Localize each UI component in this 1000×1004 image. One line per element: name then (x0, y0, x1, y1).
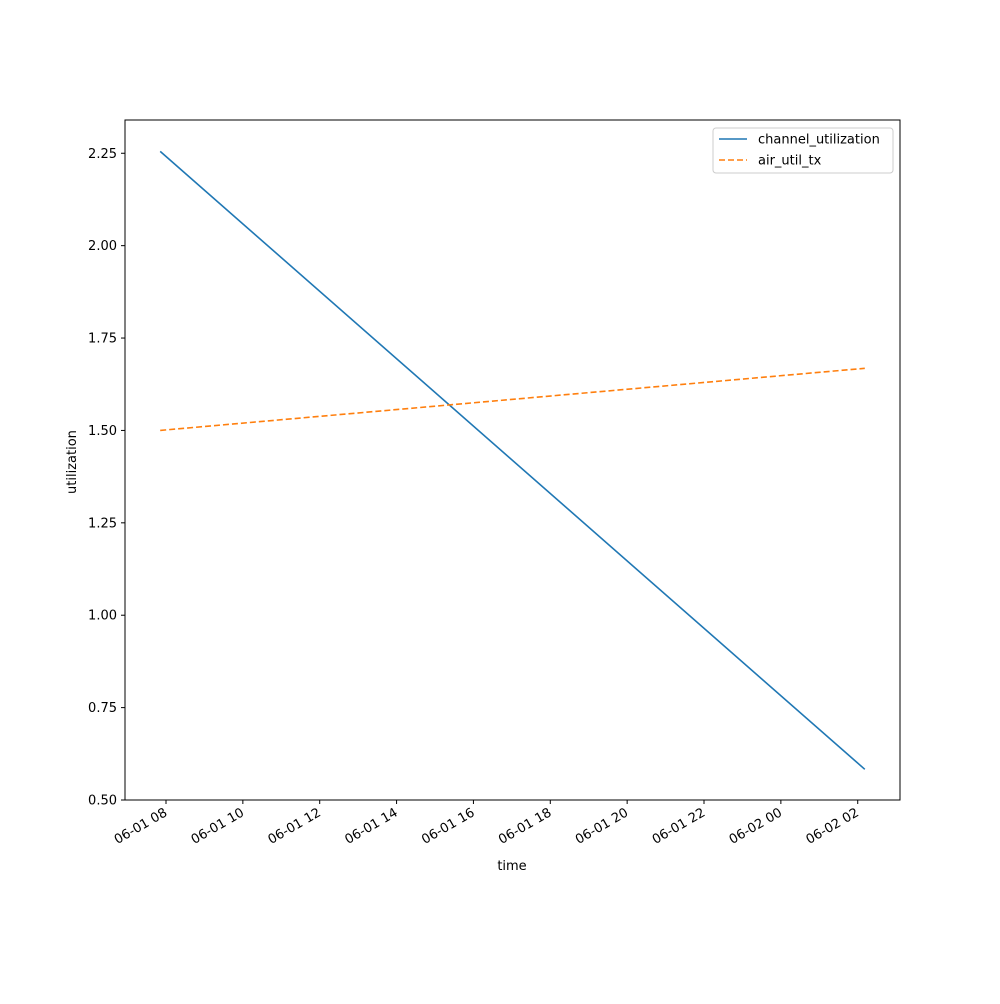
legend-label: channel_utilization (758, 133, 880, 148)
series-line-channel-utilization (159, 150, 866, 770)
y-tick-label: 2.25 (88, 147, 117, 162)
y-axis-label: utilization (65, 430, 80, 494)
y-tick-label: 0.50 (88, 794, 117, 809)
legend-frame (712, 127, 894, 174)
y-tick-label: 1.00 (88, 609, 117, 624)
plot-area (124, 119, 901, 801)
legend-label: air_util_tx (758, 154, 822, 169)
y-tick-label: 1.75 (88, 332, 117, 347)
y-tick-label: 1.25 (88, 516, 117, 531)
y-tick-label: 2.00 (88, 239, 117, 254)
x-axis-label: time (497, 859, 526, 874)
series-line-air-util-tx (160, 367, 865, 432)
legend: channel_utilization air_util_tx (712, 127, 894, 174)
y-tick-label: 1.50 (88, 424, 117, 439)
y-tick-label: 0.75 (88, 701, 117, 716)
